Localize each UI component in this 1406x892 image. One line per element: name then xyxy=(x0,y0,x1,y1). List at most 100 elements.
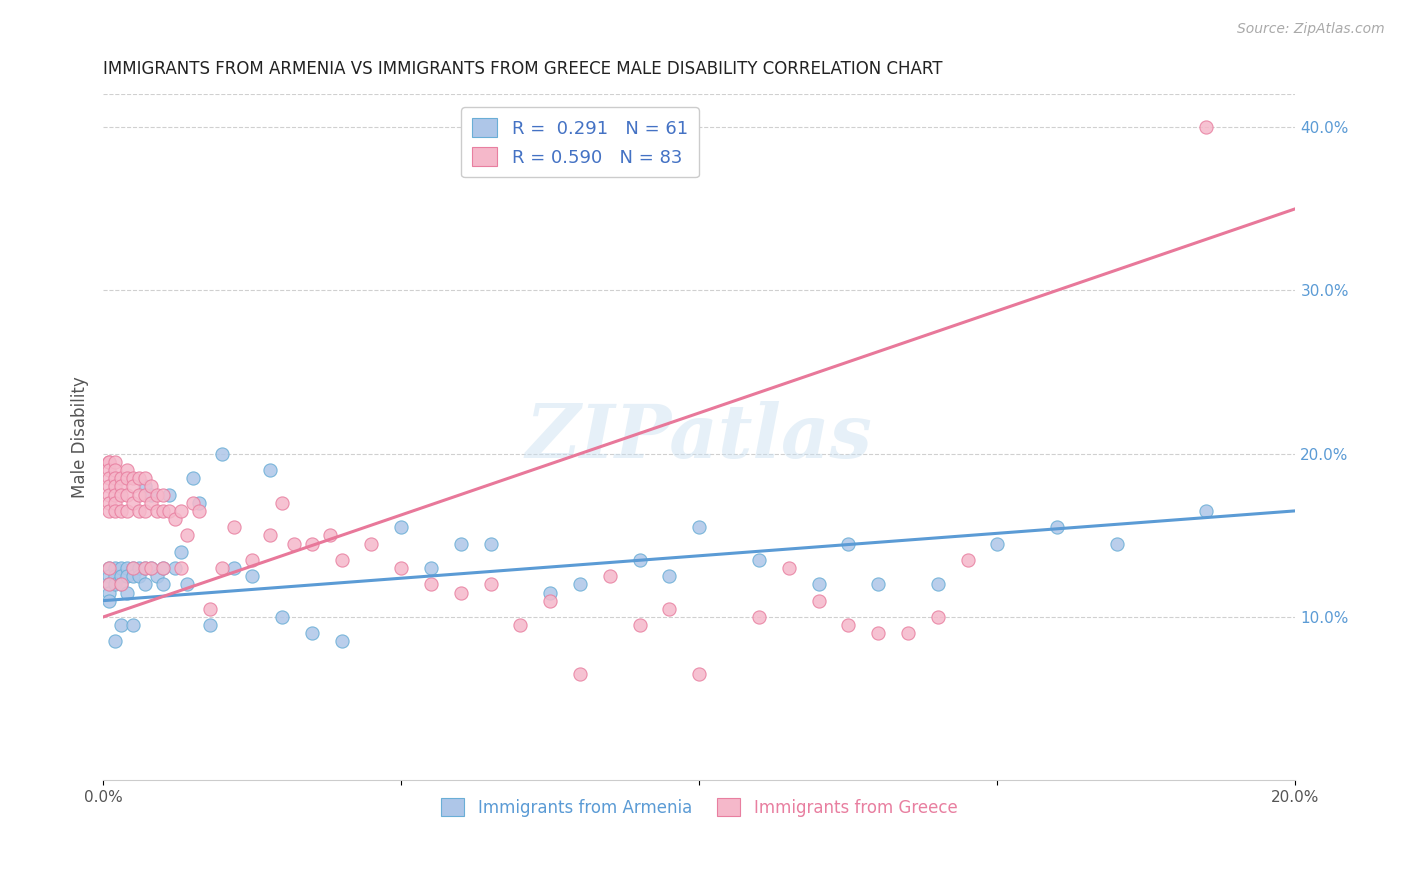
Point xyxy=(748,610,770,624)
Point xyxy=(122,471,145,485)
Point xyxy=(98,577,121,591)
Point xyxy=(139,496,162,510)
Point xyxy=(110,577,132,591)
Point xyxy=(134,504,156,518)
Point xyxy=(897,626,920,640)
Point xyxy=(104,487,127,501)
Point xyxy=(122,561,145,575)
Text: IMMIGRANTS FROM ARMENIA VS IMMIGRANTS FROM GREECE MALE DISABILITY CORRELATION CH: IMMIGRANTS FROM ARMENIA VS IMMIGRANTS FR… xyxy=(103,60,942,78)
Point xyxy=(778,561,800,575)
Text: ZIPatlas: ZIPatlas xyxy=(526,401,873,474)
Point xyxy=(98,561,121,575)
Point xyxy=(152,504,174,518)
Point xyxy=(169,544,191,558)
Point xyxy=(110,561,132,575)
Point xyxy=(868,626,890,640)
Point xyxy=(98,479,121,493)
Point xyxy=(128,504,150,518)
Point xyxy=(927,610,949,624)
Point xyxy=(134,561,156,575)
Point xyxy=(330,553,353,567)
Point xyxy=(98,585,121,599)
Point xyxy=(658,569,681,583)
Point xyxy=(115,487,138,501)
Point xyxy=(181,496,204,510)
Point xyxy=(688,667,710,681)
Point xyxy=(187,496,209,510)
Point xyxy=(122,479,145,493)
Point xyxy=(1046,520,1069,534)
Point xyxy=(152,487,174,501)
Point xyxy=(628,553,651,567)
Point xyxy=(479,536,502,550)
Point xyxy=(868,577,890,591)
Point xyxy=(181,471,204,485)
Point xyxy=(122,569,145,583)
Point xyxy=(837,618,859,632)
Point xyxy=(115,463,138,477)
Point xyxy=(807,593,830,607)
Point xyxy=(104,471,127,485)
Point xyxy=(420,561,443,575)
Point xyxy=(169,561,191,575)
Point xyxy=(115,471,138,485)
Point xyxy=(450,585,472,599)
Point xyxy=(283,536,305,550)
Point xyxy=(152,561,174,575)
Point xyxy=(98,561,121,575)
Y-axis label: Male Disability: Male Disability xyxy=(72,376,89,499)
Point xyxy=(104,561,127,575)
Point xyxy=(98,455,121,469)
Point xyxy=(927,577,949,591)
Point xyxy=(211,447,233,461)
Point xyxy=(330,634,353,648)
Point xyxy=(176,577,198,591)
Point xyxy=(628,618,651,632)
Point xyxy=(146,569,169,583)
Point xyxy=(1195,120,1218,134)
Point xyxy=(104,634,127,648)
Point xyxy=(104,577,127,591)
Point xyxy=(658,602,681,616)
Point xyxy=(104,504,127,518)
Point xyxy=(110,618,132,632)
Point xyxy=(115,504,138,518)
Point xyxy=(837,536,859,550)
Point xyxy=(128,569,150,583)
Point xyxy=(139,479,162,493)
Point xyxy=(688,520,710,534)
Point xyxy=(479,577,502,591)
Point xyxy=(211,561,233,575)
Point xyxy=(224,561,246,575)
Point xyxy=(98,504,121,518)
Point xyxy=(259,463,281,477)
Point xyxy=(569,577,592,591)
Point xyxy=(420,577,443,591)
Point xyxy=(128,487,150,501)
Point xyxy=(807,577,830,591)
Point xyxy=(956,553,979,567)
Point xyxy=(122,496,145,510)
Point xyxy=(98,471,121,485)
Point xyxy=(110,487,132,501)
Point xyxy=(98,593,121,607)
Point xyxy=(152,561,174,575)
Point xyxy=(163,512,186,526)
Point xyxy=(139,561,162,575)
Point xyxy=(134,471,156,485)
Point xyxy=(110,504,132,518)
Point xyxy=(240,569,263,583)
Point xyxy=(187,504,209,518)
Point xyxy=(450,536,472,550)
Point xyxy=(128,561,150,575)
Point xyxy=(176,528,198,542)
Point xyxy=(134,577,156,591)
Point xyxy=(152,577,174,591)
Point xyxy=(98,496,121,510)
Point xyxy=(748,553,770,567)
Point xyxy=(389,520,412,534)
Point xyxy=(110,577,132,591)
Point xyxy=(122,618,145,632)
Point xyxy=(104,455,127,469)
Point xyxy=(98,577,121,591)
